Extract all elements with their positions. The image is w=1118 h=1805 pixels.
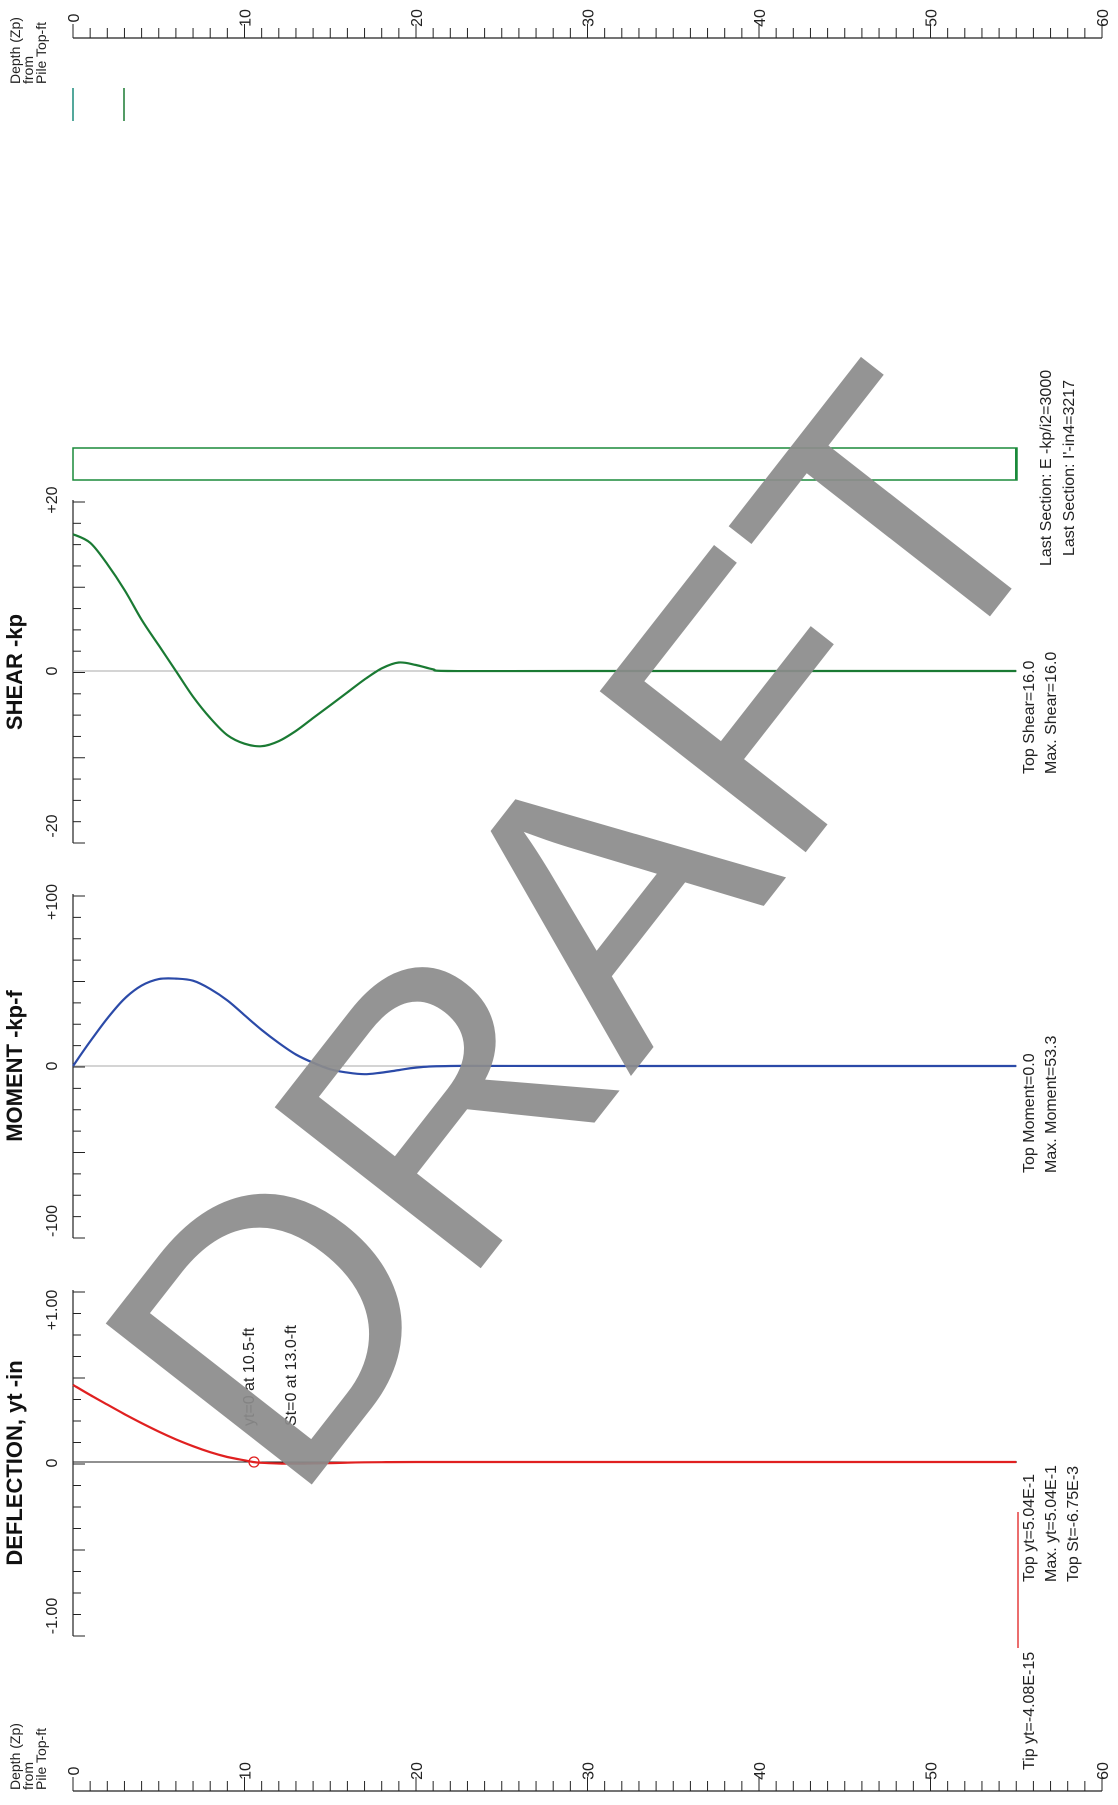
depth-tick-label-0: 0 [66,13,83,22]
shear-title: SHEAR -kp [2,614,27,730]
shear-minor-ticks [73,501,85,844]
shear-tick-zero: 0 [44,666,61,675]
depth-tick-label-40: 40 [752,1762,769,1780]
depth-tick-label-50: 50 [924,9,941,27]
last-section-summary-1: Last Section: E -kp/i2=3000 [1038,370,1055,566]
depth-tick-label-10: 10 [238,9,255,27]
shear-summary-2: Max. Shear=16.0 [1043,652,1060,774]
depth-tick-label-30: 30 [581,1762,598,1780]
top-depth-label-line-2: from [20,56,36,84]
moment-tick-pos: +100 [44,884,61,920]
top-depth-label-line-3: Pile Top-ft [33,22,49,84]
deflection-tip-label: Tip yt=-4.08E-15 [1021,1652,1038,1770]
shear-tick-neg: -20 [44,814,61,837]
shear-panel: SHEAR -kp +20 0 -20 Top Shear=16.0 Max. … [2,486,1060,844]
deflection-tick-zero: 0 [44,1458,61,1467]
moment-curve [72,977,1017,1076]
deflection-tick-neg: -1.00 [44,1598,61,1635]
top-depth-axis-label: Depth (Zp) from Pile Top-ft [7,17,49,84]
depth-tick-label-20: 20 [409,9,426,27]
depth-tick-label-50: 50 [924,1762,941,1780]
deflection-summary-2: Max. yt=5.04E-1 [1043,1465,1060,1582]
draft-watermark: DRAFT [21,299,1118,1559]
shear-tick-pos: +20 [44,486,61,513]
moment-summary-2: Max. Moment=53.3 [1043,1036,1060,1174]
depth-tick-label-20: 20 [409,1762,426,1780]
last-section-summary-2: Last Section: I'-in4=3217 [1061,380,1078,556]
bottom-depth-axis-label: Depth (Zp) from Pile Top-ft [7,1723,49,1790]
moment-minor-ticks [73,895,85,1239]
depth-tick-label-0: 0 [66,1766,83,1775]
moment-title: MOMENT -kp-f [2,990,27,1142]
deflection-zero-marker [248,1456,260,1468]
shear-curve [72,533,1017,748]
depth-tick-label-60: 60 [1095,9,1112,27]
bottom-depth-label-line-1: Depth (Zp) [7,1723,23,1790]
depth-tick-label-60: 60 [1095,1762,1112,1780]
depth-tick-label-40: 40 [752,9,769,27]
bottom-depth-label-line-3: Pile Top-ft [33,1728,49,1790]
shear-summary-1: Top Shear=16.0 [1021,660,1038,774]
depth-tick-label-30: 30 [581,9,598,27]
bottom-depth-axis: 0 10 20 30 40 50 60 [66,1762,1112,1792]
top-depth-axis: 0 10 20 30 40 50 60 [66,9,1112,39]
deflection-note-2: St=0 at 13.0-ft [283,1324,300,1426]
moment-summary-1: Top Moment=0.0 [1021,1053,1038,1173]
deflection-summary-1: Top yt=5.04E-1 [1021,1474,1038,1582]
deflection-title: DEFLECTION, yt -in [2,1360,27,1565]
depth-tick-label-10: 10 [238,1762,255,1780]
deflection-note-1: yt=0 at 10.5-ft [241,1327,258,1426]
top-depth-label-line-1: Depth (Zp) [7,17,23,84]
moment-tick-neg: -100 [44,1205,61,1237]
deflection-summary-3: Top St=-6.75E-3 [1065,1466,1082,1582]
deflection-tick-pos: +1.00 [44,1290,61,1331]
deflection-minor-ticks [73,1291,85,1637]
moment-tick-zero: 0 [44,1061,61,1070]
deflection-panel: DEFLECTION, yt -in +1.00 0 -1.00 yt=0 at… [2,1290,1082,1770]
moment-panel: MOMENT -kp-f +100 0 -100 Top Moment=0.0 … [2,884,1060,1239]
bottom-depth-label-line-2: from [20,1762,36,1790]
deflection-curve [72,1383,1017,1465]
